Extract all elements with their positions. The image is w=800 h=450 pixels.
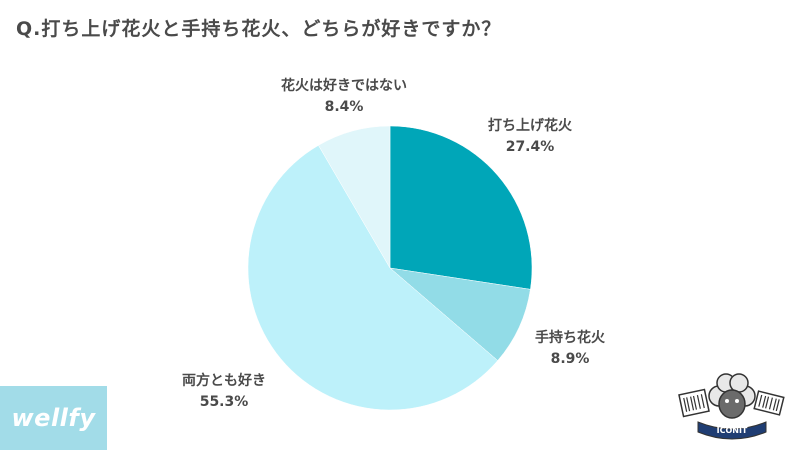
sheep-mascot-icon: ICONIT	[678, 373, 785, 440]
pie-slice	[389, 125, 533, 290]
slice-label: 打ち上げ花火	[488, 117, 573, 134]
slice-value-label: 55.3%	[200, 394, 249, 410]
pie-slice	[247, 144, 499, 411]
slice-value-label: 8.9%	[551, 351, 590, 367]
pie-slice	[318, 125, 391, 269]
wellfy-logo: wellfy	[0, 386, 107, 450]
slice-label: 両方とも好き	[182, 372, 266, 389]
wellfy-logo-text: wellfy	[11, 404, 96, 432]
slice-value-label: 8.4%	[325, 99, 364, 115]
slice-value-label: 27.4%	[506, 139, 555, 155]
slice-label: 花火は好きではない	[281, 77, 407, 94]
question-title: Q.打ち上げ花火と手持ち花火、どちらが好きですか？	[16, 18, 502, 40]
slice-label: 手持ち花火	[535, 329, 606, 346]
mascot-banner-text: ICONIT	[717, 426, 748, 435]
